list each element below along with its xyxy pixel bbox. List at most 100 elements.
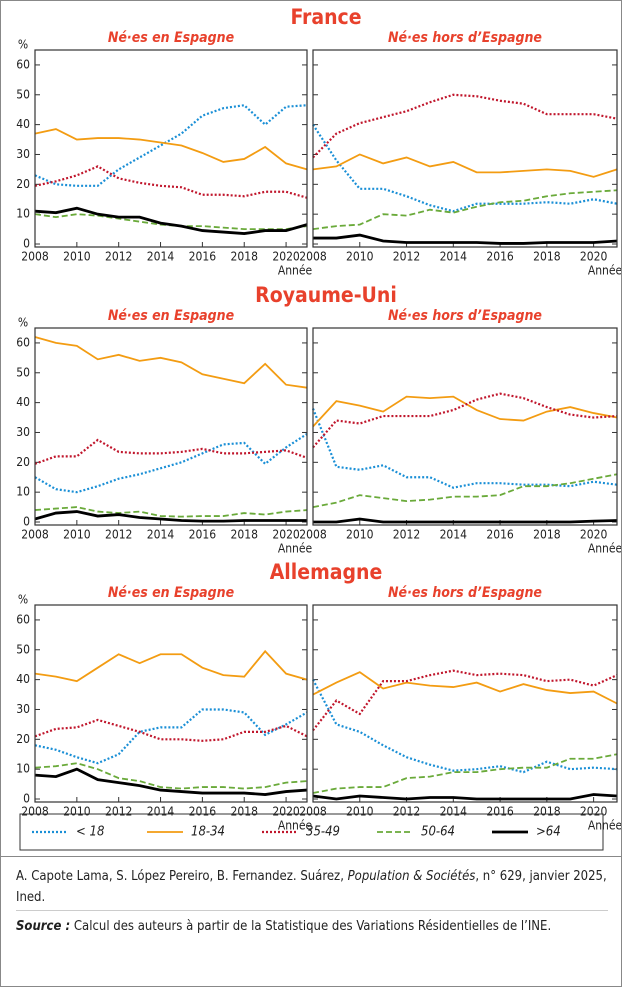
series-line [312, 189, 618, 230]
series-line [34, 510, 307, 523]
series-line [312, 671, 618, 705]
y-tick-label: 60 [16, 335, 30, 349]
plot-frame [34, 49, 308, 248]
y-tick-label: 0 [23, 792, 30, 806]
series-line [312, 753, 618, 794]
y-tick-label: 10 [16, 762, 30, 776]
x-tick-label: 2014 [440, 805, 468, 819]
x-tick-label: 2010 [63, 528, 91, 542]
chart-subtitle: Né·es hors d’Espagne [388, 30, 542, 46]
series-line [312, 124, 618, 213]
group-title: France [290, 5, 361, 29]
x-axis-label: Année [588, 542, 622, 556]
charts: France Royaume-Uni Allemagne Né·es en Espag… [16, 5, 622, 851]
y-tick-label: 60 [16, 57, 30, 71]
y-tick-label: 10 [16, 207, 30, 221]
x-axis-label: Année [588, 819, 622, 833]
x-tick-label: 2008 [21, 528, 49, 542]
x-tick-label: 2010 [346, 805, 374, 819]
legend-label: >64 [536, 825, 561, 840]
series-line [312, 93, 618, 159]
y-tick-label: 50 [16, 87, 30, 101]
series-line [34, 718, 308, 742]
x-tick-label: 2016 [486, 805, 514, 819]
x-tick-label: 2016 [189, 250, 217, 264]
x-axis-label: Année [278, 542, 313, 556]
x-axis-label: Année [278, 264, 313, 278]
x-tick-label: 2008 [21, 250, 49, 264]
x-tick-label: 2014 [147, 528, 175, 542]
chart-subtitle: Né·es en Espagne [108, 585, 235, 601]
credits: A. Capote Lama, S. López Pereiro, B. Fer… [16, 866, 608, 908]
series-line [313, 517, 618, 524]
y-axis-label: % [18, 593, 28, 607]
series-line [312, 153, 618, 178]
x-tick-label: 2012 [393, 528, 420, 542]
group-title: Allemagne [270, 560, 383, 584]
x-tick-label: 2018 [533, 528, 561, 542]
source-text: Calcul des auteurs à partir de la Statis… [70, 919, 552, 934]
x-tick-label: 2018 [230, 528, 258, 542]
separator [16, 910, 608, 911]
y-tick-label: 40 [16, 395, 30, 409]
x-tick-label: 2016 [189, 805, 217, 819]
credits-text: , n° 629, janvier 2025, Ined. [16, 869, 607, 905]
chart-subtitle: Né·es en Espagne [108, 30, 235, 46]
y-axis-label: % [18, 38, 28, 52]
x-tick-label: 2014 [147, 250, 175, 264]
x-tick-label: 2008 [299, 528, 327, 542]
x-tick-label: 2010 [346, 528, 374, 542]
series-line [312, 473, 618, 508]
chart-subtitle: Né·es hors d’Espagne [388, 308, 542, 324]
plot-frame [312, 604, 618, 803]
x-tick-label: 2016 [486, 250, 514, 264]
x-tick-label: 2016 [189, 528, 217, 542]
series-line [34, 128, 308, 171]
series-line [34, 206, 308, 235]
x-tick-label: 2008 [21, 805, 49, 819]
x-tick-label: 2014 [440, 528, 468, 542]
x-tick-label: 2020 [580, 805, 608, 819]
y-tick-label: 20 [16, 177, 30, 191]
x-tick-label: 2012 [105, 528, 132, 542]
x-tick-label: 2020 [272, 250, 300, 264]
source-label: Source : [16, 919, 71, 934]
credits-text: A. Capote Lama, S. López Pereiro, B. Fer… [16, 869, 348, 884]
plot-frame [312, 49, 618, 248]
x-tick-label: 2010 [63, 805, 91, 819]
y-tick-label: 10 [16, 485, 30, 499]
y-tick-label: 30 [16, 147, 30, 161]
y-tick-label: 30 [16, 702, 30, 716]
legend-label: 50-64 [421, 825, 455, 840]
x-tick-label: 2012 [393, 805, 420, 819]
x-tick-label: 2008 [299, 250, 327, 264]
series-line [34, 762, 308, 790]
y-tick-label: 0 [23, 237, 30, 251]
y-tick-label: 60 [16, 612, 30, 626]
credits-journal: Population & Sociétés [347, 869, 476, 884]
x-tick-label: 2018 [230, 250, 258, 264]
series-line [311, 408, 618, 489]
y-tick-label: 50 [16, 642, 30, 656]
series-line [34, 649, 308, 683]
x-tick-label: 2016 [486, 528, 514, 542]
series-line [312, 679, 618, 774]
group-title: Royaume-Uni [255, 283, 397, 307]
x-axis-label: Année [588, 264, 622, 278]
x-tick-label: 2010 [346, 250, 374, 264]
x-tick-label: 2020 [580, 528, 608, 542]
x-tick-label: 2014 [147, 805, 175, 819]
x-tick-label: 2012 [393, 250, 420, 264]
x-tick-label: 2012 [105, 805, 132, 819]
x-tick-label: 2020 [580, 250, 608, 264]
x-tick-label: 2018 [230, 805, 258, 819]
y-axis-label: % [18, 316, 28, 330]
series-line [312, 793, 618, 801]
separator [0, 856, 622, 857]
plot-frame [34, 327, 308, 526]
series-line [312, 392, 618, 449]
legend-label: < 18 [76, 825, 104, 840]
series-line [34, 506, 308, 518]
x-tick-label: 2018 [533, 250, 561, 264]
